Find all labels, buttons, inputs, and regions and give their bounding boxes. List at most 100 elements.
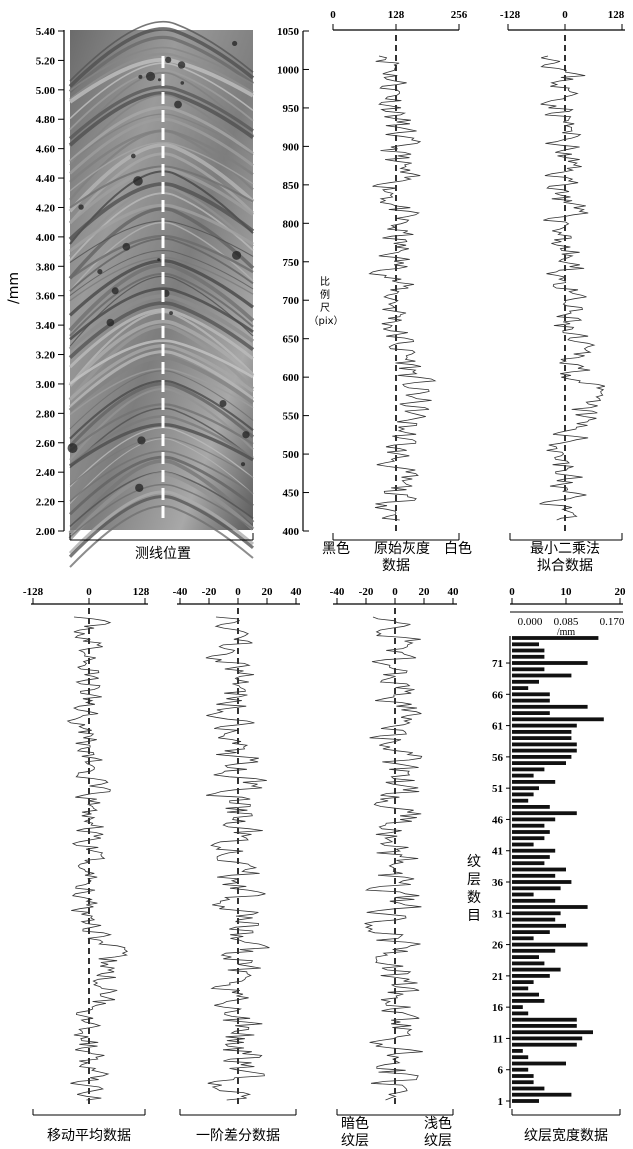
width-ylabel-4: 目 bbox=[467, 908, 481, 924]
lsq-top-tick-label-1: 0 bbox=[562, 9, 568, 21]
rock-grain bbox=[177, 61, 186, 69]
raw-y-tick-label: 900 bbox=[283, 141, 300, 153]
raw-y-tick-label: 1000 bbox=[277, 64, 300, 76]
width-bar bbox=[512, 892, 534, 897]
width-bar bbox=[512, 961, 545, 966]
width-bar bbox=[512, 686, 529, 690]
rock-lamina bbox=[68, 182, 255, 241]
width-bar bbox=[512, 661, 588, 665]
photo-y-tick-label: 3.40 bbox=[36, 320, 56, 332]
width-y-tick-label: 6 bbox=[498, 1065, 504, 1077]
rock-lamina bbox=[69, 483, 254, 538]
lam-light-label-1: 浅色 bbox=[424, 1115, 452, 1132]
width-bar bbox=[512, 942, 588, 947]
width-bar bbox=[512, 817, 556, 822]
rock-lamina bbox=[69, 275, 254, 347]
width-bar bbox=[512, 855, 550, 859]
width-bar bbox=[512, 755, 572, 759]
width-bar bbox=[512, 667, 545, 672]
rock-lamina bbox=[69, 106, 254, 163]
width-y-tick-label: 71 bbox=[492, 658, 503, 670]
width-bar bbox=[512, 886, 561, 891]
rock-grain bbox=[137, 436, 146, 445]
width-bar bbox=[512, 830, 550, 834]
width-bar bbox=[512, 1080, 534, 1085]
width-y-tick-label: 66 bbox=[492, 689, 504, 701]
raw-y-tick-label: 500 bbox=[283, 449, 300, 461]
photo-caption: 测线位置 bbox=[135, 546, 191, 562]
rock-lamina bbox=[68, 308, 254, 369]
photo-y-tick-label: 5.20 bbox=[36, 55, 56, 67]
rock-grain bbox=[240, 462, 246, 467]
lam-light-label-2: 纹层 bbox=[424, 1133, 452, 1149]
rock-lamina bbox=[68, 490, 255, 555]
rock-lamina bbox=[69, 370, 254, 430]
diff-top-tick-label-2: 0 bbox=[235, 586, 241, 598]
photo-y-tick-label: 2.20 bbox=[36, 497, 56, 509]
width-bar bbox=[512, 679, 539, 684]
width-bar bbox=[512, 792, 534, 797]
width-bar bbox=[512, 842, 534, 847]
rock-lamina bbox=[69, 250, 254, 296]
laminae-panel: -40 -20 0 20 40 暗色 纹层 浅色 纹层 bbox=[330, 586, 459, 1149]
photo-y-tick-label: 4.40 bbox=[36, 173, 56, 185]
rock-lamina bbox=[69, 450, 254, 502]
width-bar bbox=[512, 673, 572, 678]
lsq-top-tick-label-2: 128 bbox=[608, 9, 625, 21]
diff-top-tick-label-3: 20 bbox=[262, 586, 274, 598]
raw-mid-label-2: 数据 bbox=[382, 558, 410, 574]
rock-grain bbox=[169, 311, 173, 315]
photo-y-tick-label: 2.60 bbox=[36, 438, 56, 450]
width-y-tick-label: 31 bbox=[492, 908, 503, 920]
width-bar bbox=[512, 955, 539, 959]
width-bar bbox=[512, 911, 561, 916]
photo-y-label: /mm bbox=[6, 272, 22, 304]
rock-lamina bbox=[69, 287, 254, 341]
rock-grain bbox=[145, 71, 156, 82]
rock-lamina bbox=[69, 415, 254, 467]
diff-top-tick-label-4: 40 bbox=[291, 586, 303, 598]
width-bar bbox=[512, 1024, 577, 1028]
width-bars bbox=[512, 636, 604, 1103]
photo-y-ticks: 5.40 5.20 5.00 4.80 4.60 4.40 4.20 4.00 3.80 3.60… bbox=[36, 26, 64, 538]
width-bar bbox=[512, 867, 566, 872]
diff-top-tick-label-0: -40 bbox=[173, 586, 188, 598]
width-bar bbox=[512, 1067, 529, 1072]
photo-y-tick-label: 4.20 bbox=[36, 202, 56, 214]
lam-top-tick-label-0: -40 bbox=[330, 586, 345, 598]
raw-y-tick-label: 700 bbox=[283, 295, 300, 307]
photo-y-tick-label: 3.80 bbox=[36, 261, 56, 273]
laminae-trace bbox=[364, 616, 423, 1101]
width-bar bbox=[512, 917, 556, 922]
width-top-tick-label-2: 20 bbox=[615, 586, 627, 598]
rock-grain bbox=[138, 74, 143, 79]
width-bar bbox=[512, 1017, 577, 1022]
width-bar bbox=[512, 1061, 566, 1066]
rock-grain bbox=[130, 153, 136, 159]
rock-grain bbox=[135, 483, 144, 492]
lam-dark-label-2: 纹层 bbox=[341, 1133, 369, 1149]
rock-lamina bbox=[69, 272, 254, 337]
rock-lamina bbox=[68, 350, 254, 409]
scale-label-1: 比 bbox=[320, 276, 330, 288]
rock-lamina bbox=[69, 52, 254, 101]
rock-lamina bbox=[69, 426, 254, 488]
rock-grain bbox=[219, 400, 227, 408]
width-top-tick-label-1: 10 bbox=[561, 586, 573, 598]
width-bar bbox=[512, 836, 545, 841]
raw-y-tick-label: 950 bbox=[283, 103, 300, 115]
rock-grain bbox=[232, 250, 242, 260]
width-mm-tick-label-2: 0.170 bbox=[600, 616, 625, 628]
rock-grain bbox=[78, 204, 84, 210]
width-bar bbox=[512, 1011, 529, 1016]
raw-gray-trace bbox=[368, 55, 437, 521]
width-bar bbox=[512, 1005, 523, 1009]
width-mm-tick-label-0: 0.000 bbox=[518, 616, 543, 628]
width-mm-tick-label-1: 0.085 bbox=[554, 616, 579, 628]
first-diff-panel: -40 -20 0 20 40 一阶差分数据 bbox=[173, 586, 302, 1144]
rock-lamina bbox=[68, 143, 255, 213]
lam-top-ticks bbox=[336, 598, 454, 604]
width-bar bbox=[512, 923, 566, 928]
